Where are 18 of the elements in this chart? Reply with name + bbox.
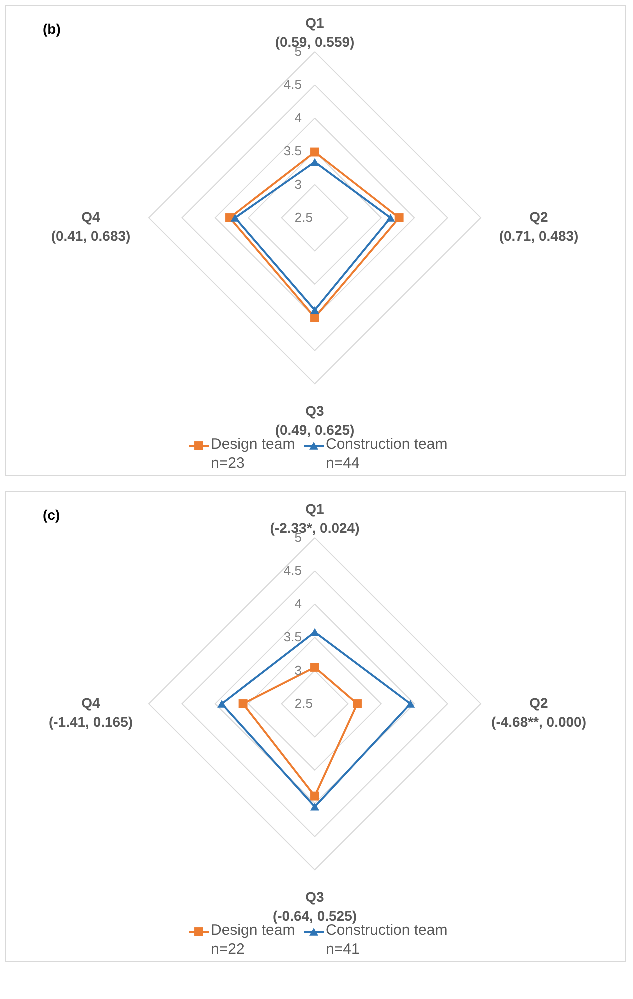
y-tick-label: 4 [294,110,302,126]
y-tick-label: 3 [294,176,302,192]
spoke-label: Q2 (-4.68**, 0.000) [492,695,586,730]
y-tick-label: 4.5 [284,563,302,578]
spoke-label: Q2 (0.71, 0.483) [499,209,579,244]
y-tick-label: 3 [294,662,302,678]
chart-title: (c) [43,507,60,523]
spoke-label: Q4 (-1.41, 0.165) [48,695,134,730]
spoke-label: Q3 (-0.64, 0.525) [272,889,358,924]
y-tick-label: 2.5 [294,696,313,711]
y-tick-label: 3.5 [284,630,302,645]
y-tick-label: 4.5 [284,77,302,92]
spoke-label: Q4 (0.41, 0.683) [51,209,131,244]
chart-title: (b) [43,21,61,37]
spoke-label: Q3 (0.49, 0.625) [275,403,355,438]
y-tick-label: 2.5 [294,210,313,225]
y-tick-label: 4 [294,596,302,612]
y-tick-label: 3.5 [284,144,302,159]
